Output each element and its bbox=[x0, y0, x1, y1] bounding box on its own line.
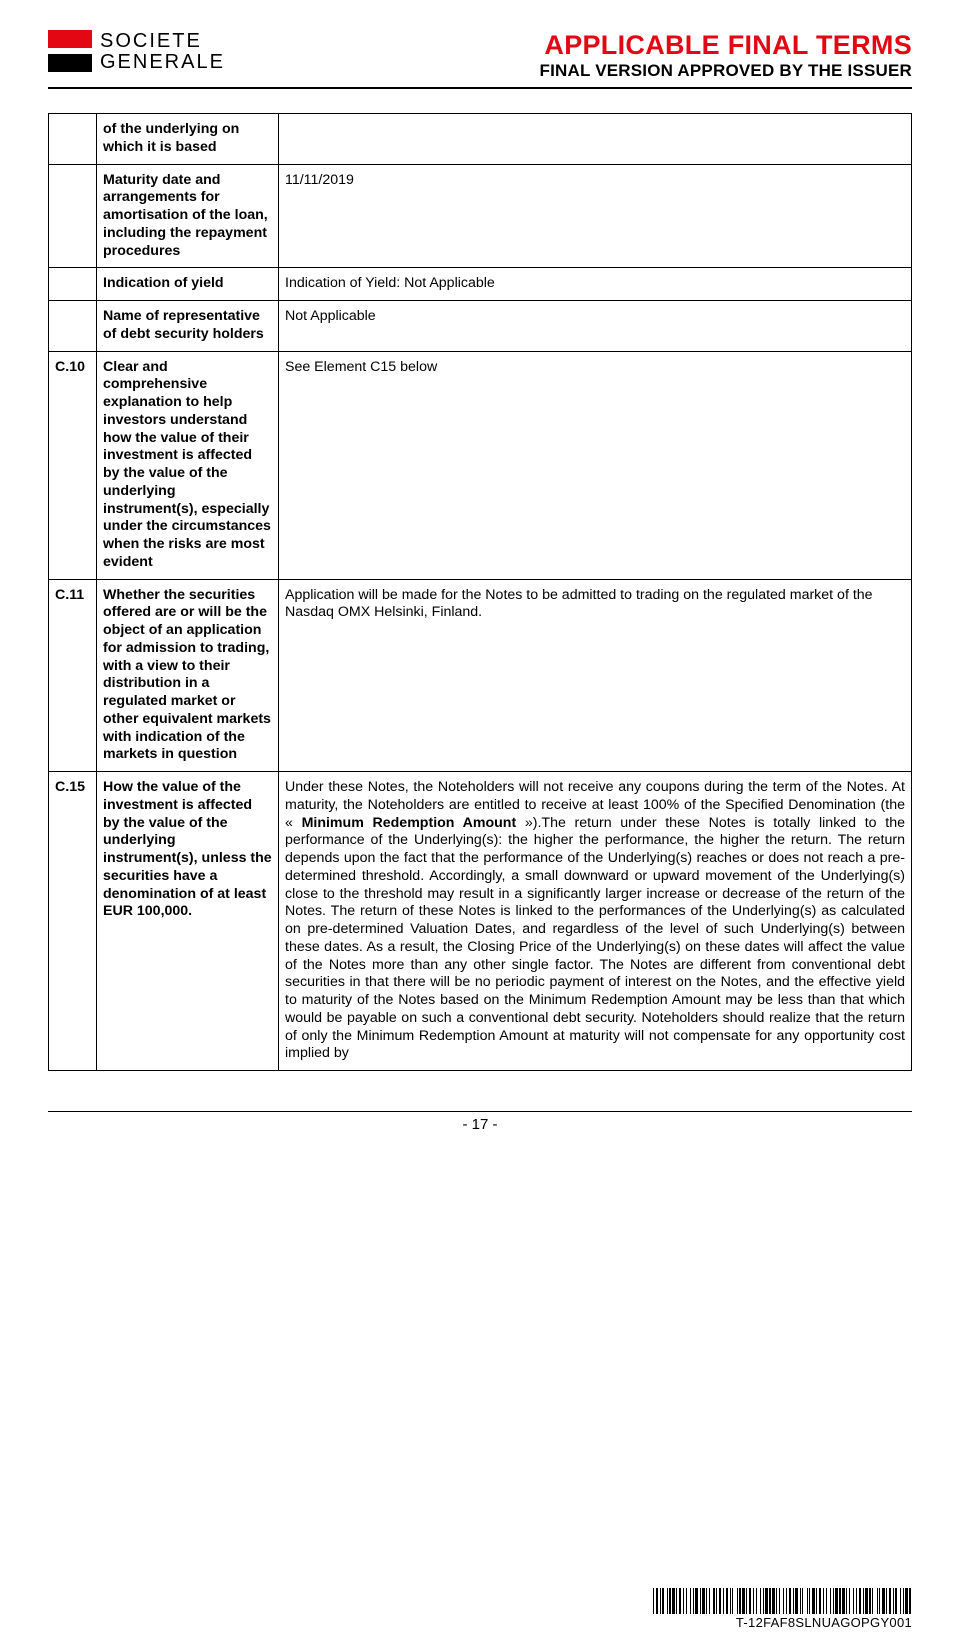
table-row: C.10Clear and comprehensive explanation … bbox=[49, 351, 912, 579]
logo-line1: SOCIETE bbox=[100, 31, 225, 52]
doc-subtitle: FINAL VERSION APPROVED BY THE ISSUER bbox=[540, 61, 912, 81]
row-id: C.10 bbox=[49, 351, 97, 579]
logo-line2: GENERALE bbox=[100, 52, 225, 73]
content-post: »).The return under these Notes is total… bbox=[285, 815, 905, 1062]
page-header: SOCIETE GENERALE APPLICABLE FINAL TERMS … bbox=[48, 30, 912, 89]
title-block: APPLICABLE FINAL TERMS FINAL VERSION APP… bbox=[540, 30, 912, 81]
row-label: Name of representative of debt security … bbox=[97, 301, 279, 352]
table-row: Name of representative of debt security … bbox=[49, 301, 912, 352]
barcode-block: T-12FAF8SLNUAGOPGY001 bbox=[653, 1588, 912, 1630]
logo: SOCIETE GENERALE bbox=[48, 30, 225, 73]
row-content: Not Applicable bbox=[279, 301, 912, 352]
terms-table: of the underlying on which it is basedMa… bbox=[48, 113, 912, 1071]
content-bold: Minimum Redemption Amount bbox=[302, 815, 517, 831]
page: SOCIETE GENERALE APPLICABLE FINAL TERMS … bbox=[0, 0, 960, 1640]
table-row: Indication of yieldIndication of Yield: … bbox=[49, 268, 912, 301]
page-number: - 17 - bbox=[48, 1111, 912, 1133]
row-content: Application will be made for the Notes t… bbox=[279, 579, 912, 772]
row-label: Whether the securities offered are or wi… bbox=[97, 579, 279, 772]
row-content: 11/11/2019 bbox=[279, 164, 912, 268]
row-label: Maturity date and arrangements for amort… bbox=[97, 164, 279, 268]
row-content: Under these Notes, the Noteholders will … bbox=[279, 772, 912, 1071]
row-content bbox=[279, 114, 912, 165]
table-row: C.11Whether the securities offered are o… bbox=[49, 579, 912, 772]
logo-text: SOCIETE GENERALE bbox=[100, 30, 225, 73]
table-row: C.15How the value of the investment is a… bbox=[49, 772, 912, 1071]
row-label: How the value of the investment is affec… bbox=[97, 772, 279, 1071]
logo-mark bbox=[48, 30, 92, 72]
row-id bbox=[49, 164, 97, 268]
row-id bbox=[49, 114, 97, 165]
table-row: of the underlying on which it is based bbox=[49, 114, 912, 165]
row-id: C.15 bbox=[49, 772, 97, 1071]
row-content: Indication of Yield: Not Applicable bbox=[279, 268, 912, 301]
row-content: See Element C15 below bbox=[279, 351, 912, 579]
row-label: Clear and comprehensive explanation to h… bbox=[97, 351, 279, 579]
table-row: Maturity date and arrangements for amort… bbox=[49, 164, 912, 268]
row-label: Indication of yield bbox=[97, 268, 279, 301]
row-id: C.11 bbox=[49, 579, 97, 772]
barcode-graphic bbox=[653, 1588, 912, 1614]
row-id bbox=[49, 268, 97, 301]
barcode-text: T-12FAF8SLNUAGOPGY001 bbox=[653, 1615, 912, 1630]
row-label: of the underlying on which it is based bbox=[97, 114, 279, 165]
row-id bbox=[49, 301, 97, 352]
doc-title: APPLICABLE FINAL TERMS bbox=[540, 30, 912, 61]
